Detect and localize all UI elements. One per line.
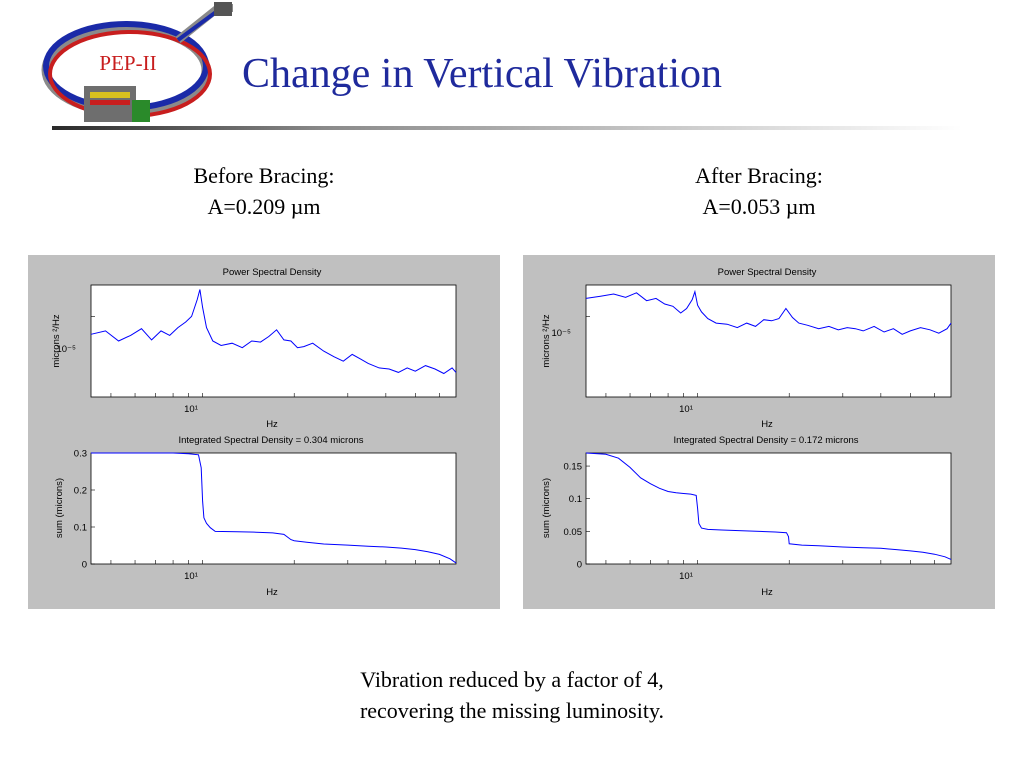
psd-plot-before xyxy=(90,289,457,397)
isd-xtick-label: 10¹ xyxy=(184,571,198,582)
footer-line-1: Vibration reduced by a factor of 4, xyxy=(360,667,664,692)
footer-line-2: recovering the missing luminosity. xyxy=(359,698,665,723)
after-heading-line1: After Bracing: xyxy=(695,163,823,188)
isd-ylabel: sum (microns) xyxy=(54,478,65,538)
series-line xyxy=(585,452,952,560)
isd-title: Integrated Spectral Density = 0.172 micr… xyxy=(673,435,858,446)
before-heading-line2: A=0.209 µm xyxy=(207,194,321,219)
psd-ytick-label: 10⁻⁵ xyxy=(551,328,571,339)
psd-xtick-label: 10¹ xyxy=(679,404,693,415)
psd-xtick-label: 10¹ xyxy=(184,404,198,415)
footer-caption: Vibration reduced by a factor of 4, reco… xyxy=(262,664,762,726)
y-tick-label: 0.3 xyxy=(74,449,87,460)
isd-xlabel: Hz xyxy=(266,587,278,598)
y-tick-label: 0.1 xyxy=(74,523,87,534)
y-tick-label: 0.15 xyxy=(564,462,583,473)
after-bracing-heading: After Bracing: A=0.053 µm xyxy=(609,160,909,222)
isd-plot-after: 0 0.05 0.1 0.15 xyxy=(564,452,952,571)
psd-xlabel: Hz xyxy=(761,419,773,430)
before-heading-line1: Before Bracing: xyxy=(193,163,335,188)
logo-text: PEP-II xyxy=(99,51,156,75)
after-heading-line2: A=0.053 µm xyxy=(702,194,816,219)
psd-ylabel: microns ²/Hz xyxy=(541,314,552,368)
y-tick-label: 0 xyxy=(82,560,87,571)
psd-xlabel: Hz xyxy=(266,419,278,430)
series-line xyxy=(90,289,457,375)
before-bracing-heading: Before Bracing: A=0.209 µm xyxy=(114,160,414,222)
before-bracing-figure: Power Spectral Density 10⁻⁵ microns ²/Hz… xyxy=(28,255,500,609)
y-tick-label: 0.2 xyxy=(74,486,87,497)
isd-title: Integrated Spectral Density = 0.304 micr… xyxy=(178,435,363,446)
series-line xyxy=(91,452,457,564)
psd-plot-after xyxy=(585,289,952,397)
y-tick-label: 0.1 xyxy=(569,494,582,505)
psd-title: Power Spectral Density xyxy=(223,267,322,278)
title-divider xyxy=(52,126,962,130)
y-tick-label: 0.05 xyxy=(564,527,583,538)
isd-xtick-label: 10¹ xyxy=(679,571,693,582)
page-title: Change in Vertical Vibration xyxy=(242,51,722,97)
pep-ii-logo: PEP-II xyxy=(41,2,233,122)
isd-plot-before: 0 0.1 0.2 0.3 xyxy=(74,449,457,571)
after-bracing-figure: Power Spectral Density 10⁻⁵ microns ²/Hz… xyxy=(523,255,995,609)
psd-title: Power Spectral Density xyxy=(718,267,817,278)
psd-ytick-label: 10⁻⁵ xyxy=(56,344,76,355)
y-tick-label: 0 xyxy=(577,560,582,571)
series-line xyxy=(585,289,952,335)
psd-ylabel: microns ²/Hz xyxy=(51,314,62,368)
isd-ylabel: sum (microns) xyxy=(541,478,552,538)
isd-xlabel: Hz xyxy=(761,587,773,598)
